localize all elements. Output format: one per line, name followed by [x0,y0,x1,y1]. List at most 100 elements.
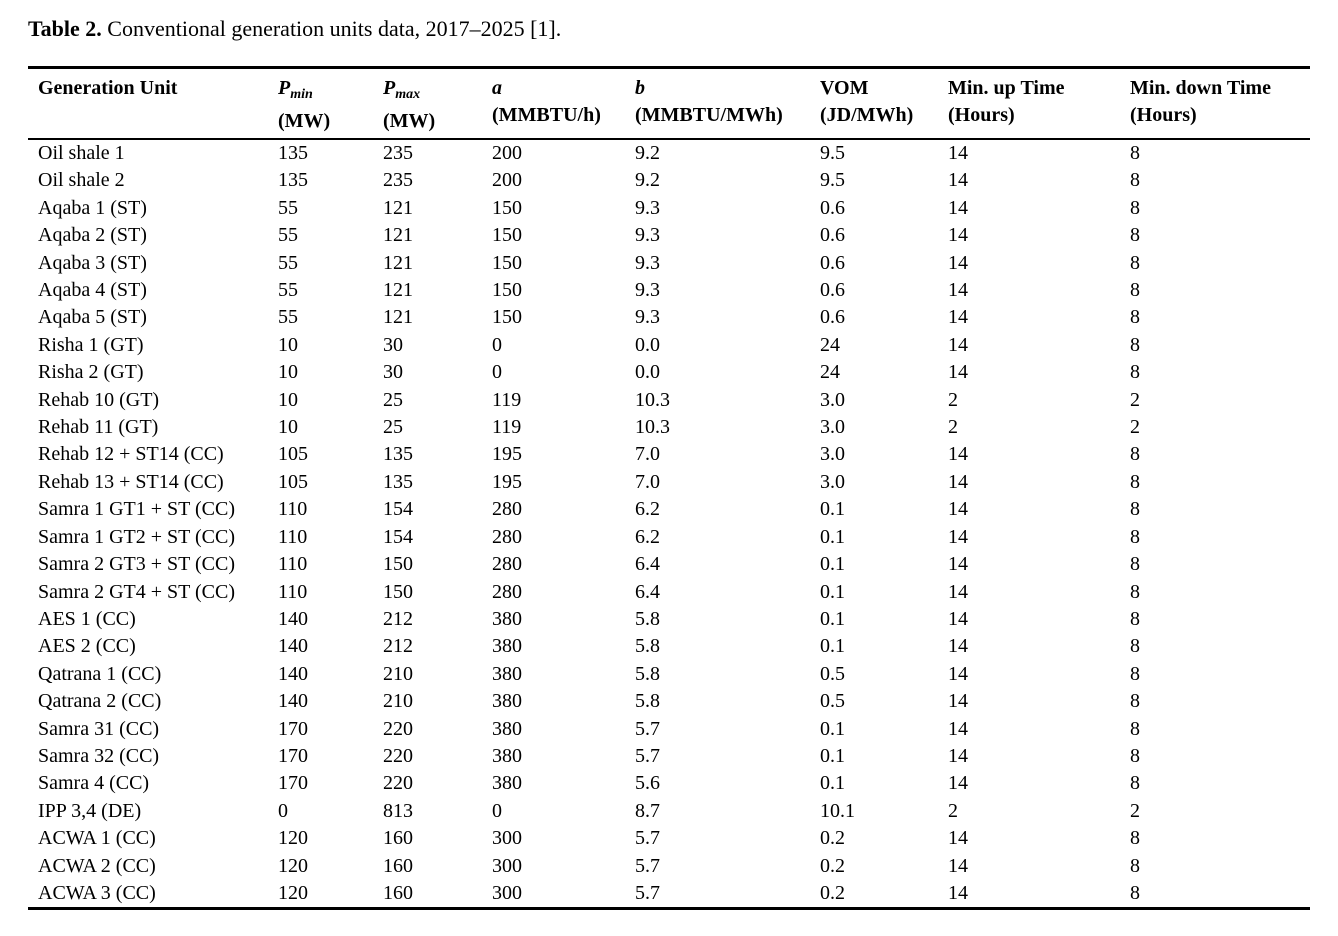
value-cell: 8 [1130,142,1140,164]
value-cell: 8 [1130,498,1140,521]
value-cell: 140 [278,635,308,658]
value-cell: 14 [948,361,968,384]
column-header-unit: (MMBTU/h) [492,104,601,126]
value-cell: 25 [383,388,403,411]
value-cell: 150 [383,553,413,576]
value-cell: 14 [948,881,968,904]
table-header-row: Generation Unit Pmin (MW) Pmax (MW) a (MMBTU/… [28,68,1310,140]
value-cell: 6.2 [635,525,660,548]
value-cell: 5.8 [635,635,660,658]
value-cell: 0.5 [820,662,845,685]
column-header-label: VOM [820,77,869,99]
table-row: AES 2 (CC) 140 212 380 5.8 0.1 14 8 [28,633,1310,660]
generation-unit-cell: Aqaba 2 (ST) [38,224,147,247]
value-cell: 14 [948,279,968,302]
value-cell: 10.3 [635,388,670,411]
column-header-label: a [492,77,502,99]
column-header-subscript: min [290,87,313,102]
value-cell: 212 [383,607,413,630]
column-header-min-down-time: Min. down Time (Hours) [1130,68,1310,140]
value-cell: 120 [278,881,308,904]
value-cell: 380 [492,690,522,713]
value-cell: 0 [492,333,502,356]
generation-unit-cell: ACWA 2 (CC) [38,854,156,877]
value-cell: 6.4 [635,580,660,603]
value-cell: 150 [492,279,522,302]
table-row: Samra 1 GT2 + ST (CC) 110 154 280 6.2 0.1 14 8 [28,524,1310,551]
value-cell: 2 [1130,416,1140,439]
value-cell: 220 [383,744,413,767]
column-header-unit: (Hours) [1130,104,1197,126]
column-header-label: Generation Unit [38,77,178,99]
value-cell: 5.8 [635,607,660,630]
value-cell: 8 [1130,224,1140,247]
table-row: Oil shale 2 135 235 200 9.2 9.5 14 8 [28,167,1310,194]
value-cell: 0.1 [820,553,845,576]
table-row: AES 1 (CC) 140 212 380 5.8 0.1 14 8 [28,606,1310,633]
table-row: ACWA 2 (CC) 120 160 300 5.7 0.2 14 8 [28,853,1310,880]
value-cell: 55 [278,224,298,247]
value-cell: 0.0 [635,361,660,384]
value-cell: 150 [492,224,522,247]
value-cell: 5.7 [635,854,660,877]
value-cell: 0.2 [820,827,845,850]
value-cell: 121 [383,196,413,219]
generation-unit-cell: Risha 2 (GT) [38,361,144,384]
table-caption-text: Conventional generation units data, 2017… [101,16,562,41]
value-cell: 120 [278,827,308,850]
column-header-p-max: Pmax (MW) [383,68,492,140]
value-cell: 0.2 [820,854,845,877]
value-cell: 110 [278,553,308,576]
value-cell: 235 [383,169,413,192]
value-cell: 14 [948,251,968,274]
value-cell: 55 [278,196,298,219]
value-cell: 300 [492,854,522,877]
generation-unit-cell: Samra 1 GT2 + ST (CC) [38,525,236,548]
generation-unit-cell: AES 2 (CC) [38,635,136,658]
value-cell: 8 [1130,772,1140,795]
column-header-unit: (MMBTU/MWh) [635,104,783,126]
value-cell: 121 [383,306,413,329]
value-cell: 55 [278,251,298,274]
value-cell: 14 [948,607,968,630]
value-cell: 5.8 [635,662,660,685]
value-cell: 2 [1130,799,1140,822]
column-header-label: b [635,77,645,99]
value-cell: 813 [383,799,413,822]
value-cell: 170 [278,717,308,740]
value-cell: 0.0 [635,333,660,356]
table-row: Samra 31 (CC) 170 220 380 5.7 0.1 14 8 [28,716,1310,743]
table-row: ACWA 1 (CC) 120 160 300 5.7 0.2 14 8 [28,825,1310,852]
table-row: Rehab 11 (GT) 10 25 119 10.3 3.0 2 2 [28,414,1310,441]
value-cell: 0.1 [820,525,845,548]
value-cell: 2 [1130,388,1140,411]
table-header: Generation Unit Pmin (MW) Pmax (MW) a (MMBTU/… [28,68,1310,140]
value-cell: 8 [1130,580,1140,603]
table-row: Qatrana 1 (CC) 140 210 380 5.8 0.5 14 8 [28,661,1310,688]
value-cell: 110 [278,580,308,603]
value-cell: 6.4 [635,553,660,576]
value-cell: 14 [948,635,968,658]
column-header-unit: (MW) [383,110,436,132]
value-cell: 0 [492,361,502,384]
value-cell: 55 [278,306,298,329]
value-cell: 0 [492,799,502,822]
value-cell: 280 [492,498,522,521]
value-cell: 380 [492,744,522,767]
value-cell: 8 [1130,443,1140,466]
value-cell: 8 [1130,470,1140,493]
value-cell: 24 [820,333,840,356]
column-header-b: b (MMBTU/MWh) [635,68,820,140]
value-cell: 55 [278,279,298,302]
generation-unit-cell: AES 1 (CC) [38,607,136,630]
value-cell: 9.5 [820,142,845,164]
column-header-label: P [383,77,396,99]
column-header-label: Min. up Time [948,77,1065,99]
value-cell: 210 [383,662,413,685]
value-cell: 14 [948,196,968,219]
value-cell: 9.3 [635,224,660,247]
column-header-generation-unit: Generation Unit [28,68,278,140]
value-cell: 140 [278,662,308,685]
table-caption: Table 2. Conventional generation units d… [28,14,561,44]
